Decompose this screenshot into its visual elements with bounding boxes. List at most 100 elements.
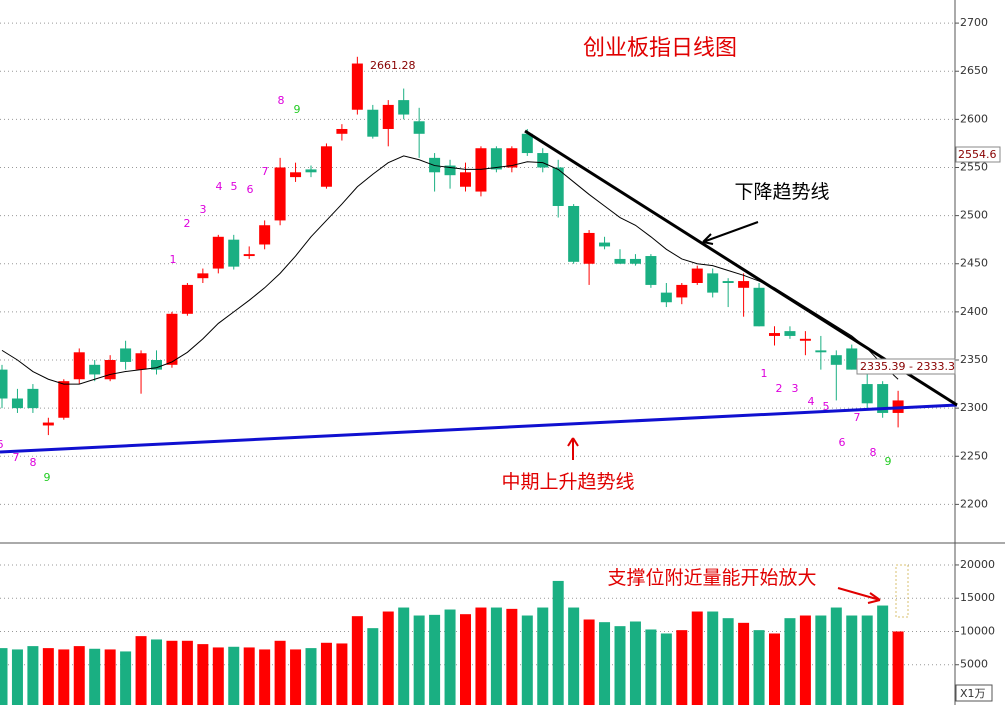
candle-body [676,284,688,298]
volume-bar [521,615,533,705]
volume-bar [784,618,796,705]
volume-bar [336,643,348,705]
candle-body [629,258,641,264]
y-tick-label: 2700 [960,16,988,29]
td-count-label: 5 [823,400,830,413]
candle-body [135,353,147,370]
volume-bar [151,639,162,705]
y2-tick-label: 10000 [960,624,995,637]
volume-bar [552,580,564,705]
candle-body [89,364,101,375]
candle-body [552,167,564,206]
volume-bar [815,615,827,705]
td-count-label: 6 [247,183,254,196]
volume-bar [228,646,240,705]
td-count-label: 8 [278,94,285,107]
y-tick-label: 2550 [960,160,988,173]
volume-bar [274,640,286,705]
y-tick-label: 2350 [960,353,988,366]
td-count-label: 7 [854,411,861,424]
td-count-label: 1 [761,367,768,380]
volume-bar [799,615,811,705]
volume-bar [429,614,441,705]
volume-bar [58,649,70,705]
volume-bar [27,646,39,705]
candle-body [568,205,580,262]
td-count-label: 6 [839,436,846,449]
volume-bar [846,615,858,705]
ma-line [1,155,899,385]
candle-body [660,292,672,303]
candle-body [614,258,626,264]
volume-bar [0,648,8,705]
candle-body [27,388,39,409]
volume-bar [166,640,178,705]
volume-bar [197,644,209,705]
volume-bar [120,651,132,705]
volume-bar [367,628,379,705]
candle-body [320,146,332,187]
highlight-box [895,564,909,618]
volume-bar [475,607,487,705]
td-count-label: 4 [808,395,815,408]
candle-body [73,352,85,380]
volume-bar [444,609,456,705]
candle-body [490,148,502,170]
volume-bar [73,646,85,705]
label-box [955,684,993,702]
td-count-label: 8 [870,446,877,459]
volume-bar [305,648,317,705]
candle-body [151,360,162,370]
td-count-label: 4 [216,180,223,193]
candle-body [413,121,425,134]
td-count-label: 2 [776,382,783,395]
candle-body [11,398,23,409]
candle-body [753,287,765,327]
volume-bar [382,611,394,705]
candle-body [599,242,611,247]
volume-bar [460,614,471,705]
candle-body [583,232,595,264]
annotation: 中期上升趋势线 [501,471,634,493]
candle-body [120,348,132,362]
candle-body [815,350,827,353]
price-label: 2554.6 [958,148,997,161]
volume-bar [645,629,657,705]
volume-bar [135,636,147,705]
td-count-label: 7 [262,165,269,178]
candle-body [444,165,456,176]
volume-bar [181,640,193,705]
candle-body [0,369,8,399]
annotation: 支撑位附近量能开始放大 [607,567,816,589]
candle-body [846,348,858,370]
candle-body [537,153,549,168]
volume-bar [738,622,750,705]
candle-body [398,100,410,115]
td-count-label: 2 [184,217,191,230]
y2-tick-label: 15000 [960,591,995,604]
candle-body [830,355,842,365]
volume-bar [660,633,672,705]
candle-body [274,167,286,221]
td-count-label: 3 [792,382,799,395]
price-label: 2661.28 [370,59,416,72]
td-count-label: 7 [13,451,20,464]
y-tick-label: 2600 [960,112,988,125]
volume-unit: X1万 [960,687,986,700]
label-box [955,146,1001,163]
candle-body [521,133,533,154]
volume-bar [351,616,363,705]
y-tick-label: 2200 [960,497,988,510]
candle-body [228,239,240,267]
volume-bar [42,648,54,705]
volume-bar [243,647,255,705]
volume-bar [212,647,224,705]
candle-body [58,381,70,418]
candle-body [197,273,209,279]
volume-bar [583,619,595,705]
candle-body [42,422,54,426]
y2-tick-label: 20000 [960,558,995,571]
volume-bar [722,618,734,705]
y-tick-label: 2650 [960,64,988,77]
